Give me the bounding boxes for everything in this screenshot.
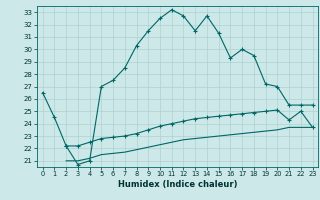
X-axis label: Humidex (Indice chaleur): Humidex (Indice chaleur) [118,180,237,189]
